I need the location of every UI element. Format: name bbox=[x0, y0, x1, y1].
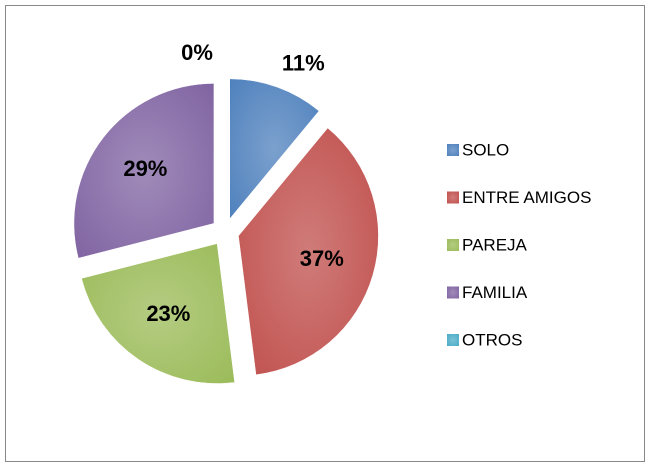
pie-slice bbox=[238, 127, 379, 376]
legend-swatch bbox=[447, 191, 459, 204]
legend-swatch bbox=[447, 144, 459, 156]
legend-swatch bbox=[447, 334, 459, 346]
data-label: 37% bbox=[300, 246, 344, 271]
data-label: 23% bbox=[146, 301, 190, 326]
pie-slice bbox=[73, 83, 215, 259]
data-label: 0% bbox=[181, 40, 213, 65]
legend-label: FAMILIA bbox=[462, 283, 528, 302]
pie-slice bbox=[229, 78, 320, 220]
data-label: 29% bbox=[123, 156, 167, 181]
legend-swatch bbox=[447, 239, 459, 251]
legend-label: OTROS bbox=[462, 330, 522, 349]
pie-slice bbox=[81, 243, 235, 384]
legend-label: ENTRE AMIGOS bbox=[462, 188, 591, 207]
legend-label: PAREJA bbox=[462, 235, 528, 254]
data-label: 11% bbox=[282, 50, 325, 75]
legend-label: SOLO bbox=[462, 140, 509, 159]
legend-swatch bbox=[447, 286, 459, 299]
